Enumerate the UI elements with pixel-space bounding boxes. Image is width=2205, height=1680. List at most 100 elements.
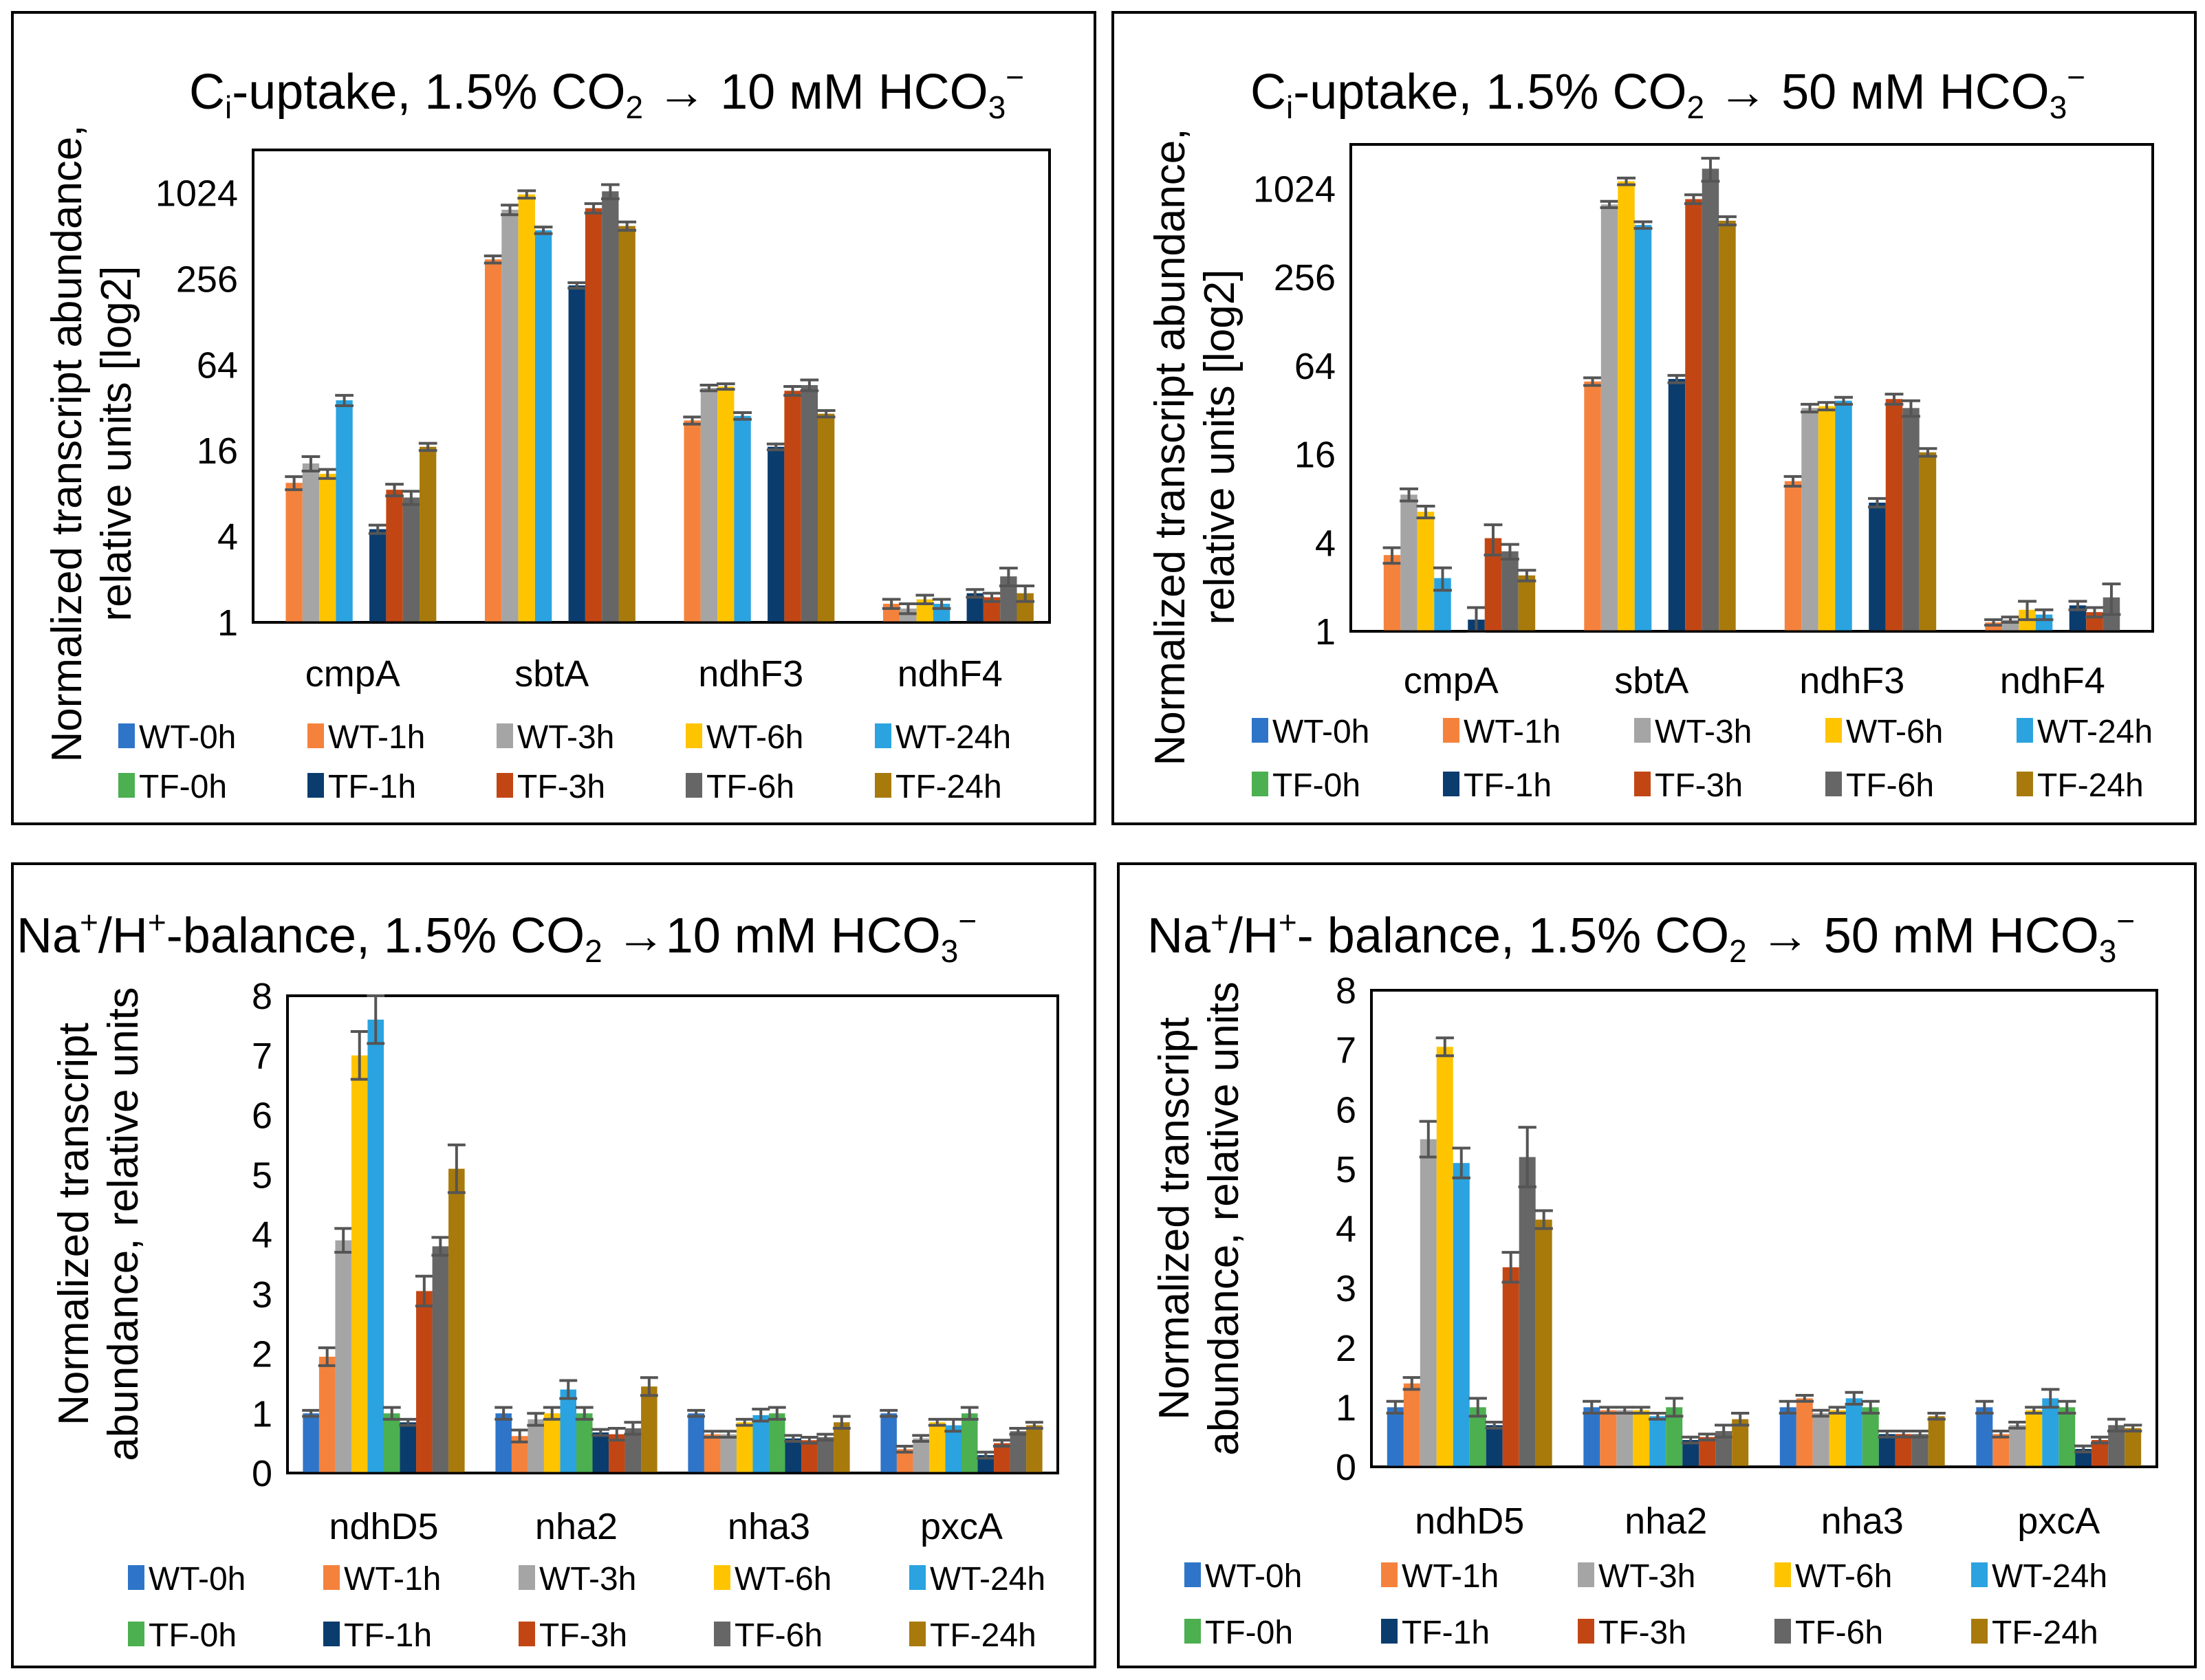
bar-tf-24h-cmpa [1518,575,1536,631]
plot-area: 0 1 2 3 4 5 6 7 8 ndhD5 nha2 nha3 pxcA [1336,970,2158,1542]
bar-wt-6h-sbta [1618,181,1635,631]
x-category-label: ndhD5 [1415,1501,1524,1542]
legend-label-wt-1h: WT-1h [1464,714,1561,750]
error-bar [915,593,935,605]
legend-label-tf-1h: TF-1h [1464,767,1552,804]
legend-swatch-wt-0h [1252,718,1268,743]
bar-wt-6h-sbta [518,194,535,623]
x-category-label: ndhF3 [1799,660,1904,701]
bar-wt-1h-pxca [896,1449,913,1473]
bar-wt-1h-cmpa [285,483,303,622]
legend-swatch-wt-1h [1443,718,1459,743]
legend-swatch-tf-1h [1381,1619,1398,1644]
error-bar [318,468,337,480]
error-bar [1402,1376,1422,1391]
error-bar [1901,399,1920,418]
bar-wt-3h-cmpa [302,463,320,622]
bar-wt-1h-ndhf3 [1784,481,1802,631]
error-bar [2074,1444,2093,1454]
y-axis-label-line-2: abundance, relative units [1200,981,1248,1455]
error-bar [607,1426,626,1442]
error-bar [591,1428,610,1437]
legend-label-tf-0h: TF-0h [1272,767,1360,804]
bar-wt-24h-nha2 [560,1389,576,1473]
legend-label-wt-0h: WT-0h [149,1561,246,1597]
bar-wt-24h-ndhf3 [734,415,751,622]
bar-wt-3h-sbta [501,209,519,623]
error-bar [285,475,304,492]
bar-wt-24h-cmpa [336,400,353,622]
error-bar [683,415,702,426]
y-axis-label-line-1: Normalized transcript [50,1023,98,1426]
y-tick-label: 5 [252,1155,272,1196]
bar-wt-3h-ndhd5 [335,1240,351,1473]
error-bar [1884,393,1904,406]
legend-label-tf-0h: TF-0h [1205,1615,1293,1651]
legend-swatch-tf-24h [1971,1619,1988,1644]
bar-tf-3h-nha2 [1699,1437,1716,1467]
error-bar [1834,395,1853,406]
legend-label-tf-0h: TF-0h [139,769,227,805]
legend-label-wt-24h: WT-24h [2037,714,2153,750]
legend-swatch-tf-6h [686,773,702,798]
legend-label-tf-24h: TF-24h [930,1617,1036,1654]
y-tick-label: 3 [1336,1268,1356,1309]
bar-wt-6h-cmpa [1417,512,1435,631]
error-bar [302,1408,321,1418]
bar-wt-24h-nha3 [752,1415,769,1473]
bar-tf-6h-sbta [1702,168,1719,632]
legend-label-wt-3h: WT-3h [517,719,614,756]
bar-tf-24h-nha3 [834,1422,850,1473]
legend-swatch-wt-0h [118,723,135,748]
error-bar [816,1432,835,1442]
error-bar [1730,1412,1750,1427]
error-bar [1911,1430,1929,1439]
bar-tf-6h-nha2 [1715,1431,1732,1467]
plot-area: 1 4 16 64 256 1024 cmpA sbtA ndhF3 ndhF4 [1253,143,2154,701]
legend-swatch-tf-1h [323,1622,340,1646]
x-category-label: nha2 [1625,1501,1707,1542]
error-bar [1599,1406,1618,1415]
bar-wt-6h-ndhf3 [717,386,735,622]
error-bar [1518,1126,1536,1188]
bar-tf-24h-sbta [618,226,636,623]
error-bar [1600,199,1619,210]
legend-swatch-tf-1h [307,773,324,798]
bar-wt-6h-pxca [2025,1410,2043,1467]
error-bar [1717,215,1737,227]
bar-tf-3h-pxca [994,1443,1010,1473]
error-bar [510,1428,529,1443]
legend-swatch-tf-0h [1252,772,1268,796]
x-category-label: ndhF4 [2000,660,2105,701]
error-bar [1468,1397,1487,1418]
legend-label-wt-3h: WT-3h [1655,714,1752,750]
legend-label-wt-1h: WT-1h [344,1561,441,1597]
legend-label-tf-24h: TF-24h [1992,1615,2098,1651]
y-tick-label: 1 [1336,1387,1356,1428]
error-bar [832,1415,851,1430]
plot-frame [1370,989,2158,1468]
panel-frame [11,11,1096,825]
error-bar [1025,1421,1043,1430]
error-bar [1009,1426,1028,1436]
legend-swatch-wt-3h [1578,1562,1594,1587]
error-bar [1632,1406,1651,1415]
y-tick-label: 16 [197,430,238,472]
x-category-label: sbtA [1614,660,1688,701]
bar-tf-1h-nha2 [592,1432,609,1473]
bar-tf-1h-ndhf3 [768,446,785,622]
bar-tf-1h-sbta [568,285,585,622]
bar-wt-1h-cmpa [1383,555,1401,631]
error-bar [447,1143,466,1194]
error-bar [1682,1435,1700,1445]
x-category-label: ndhD5 [329,1506,438,1547]
y-tick-label: 1 [1315,611,1336,653]
error-bar [882,598,901,610]
bar-wt-24h-nha2 [1649,1416,1666,1467]
error-bar [1783,474,1803,488]
error-bar [350,1030,369,1081]
bar-tf-1h-nha2 [1682,1440,1699,1467]
x-category-label: nha3 [728,1506,810,1547]
bar-tf-1h-sbta [1668,379,1686,631]
error-bar [944,1417,963,1433]
